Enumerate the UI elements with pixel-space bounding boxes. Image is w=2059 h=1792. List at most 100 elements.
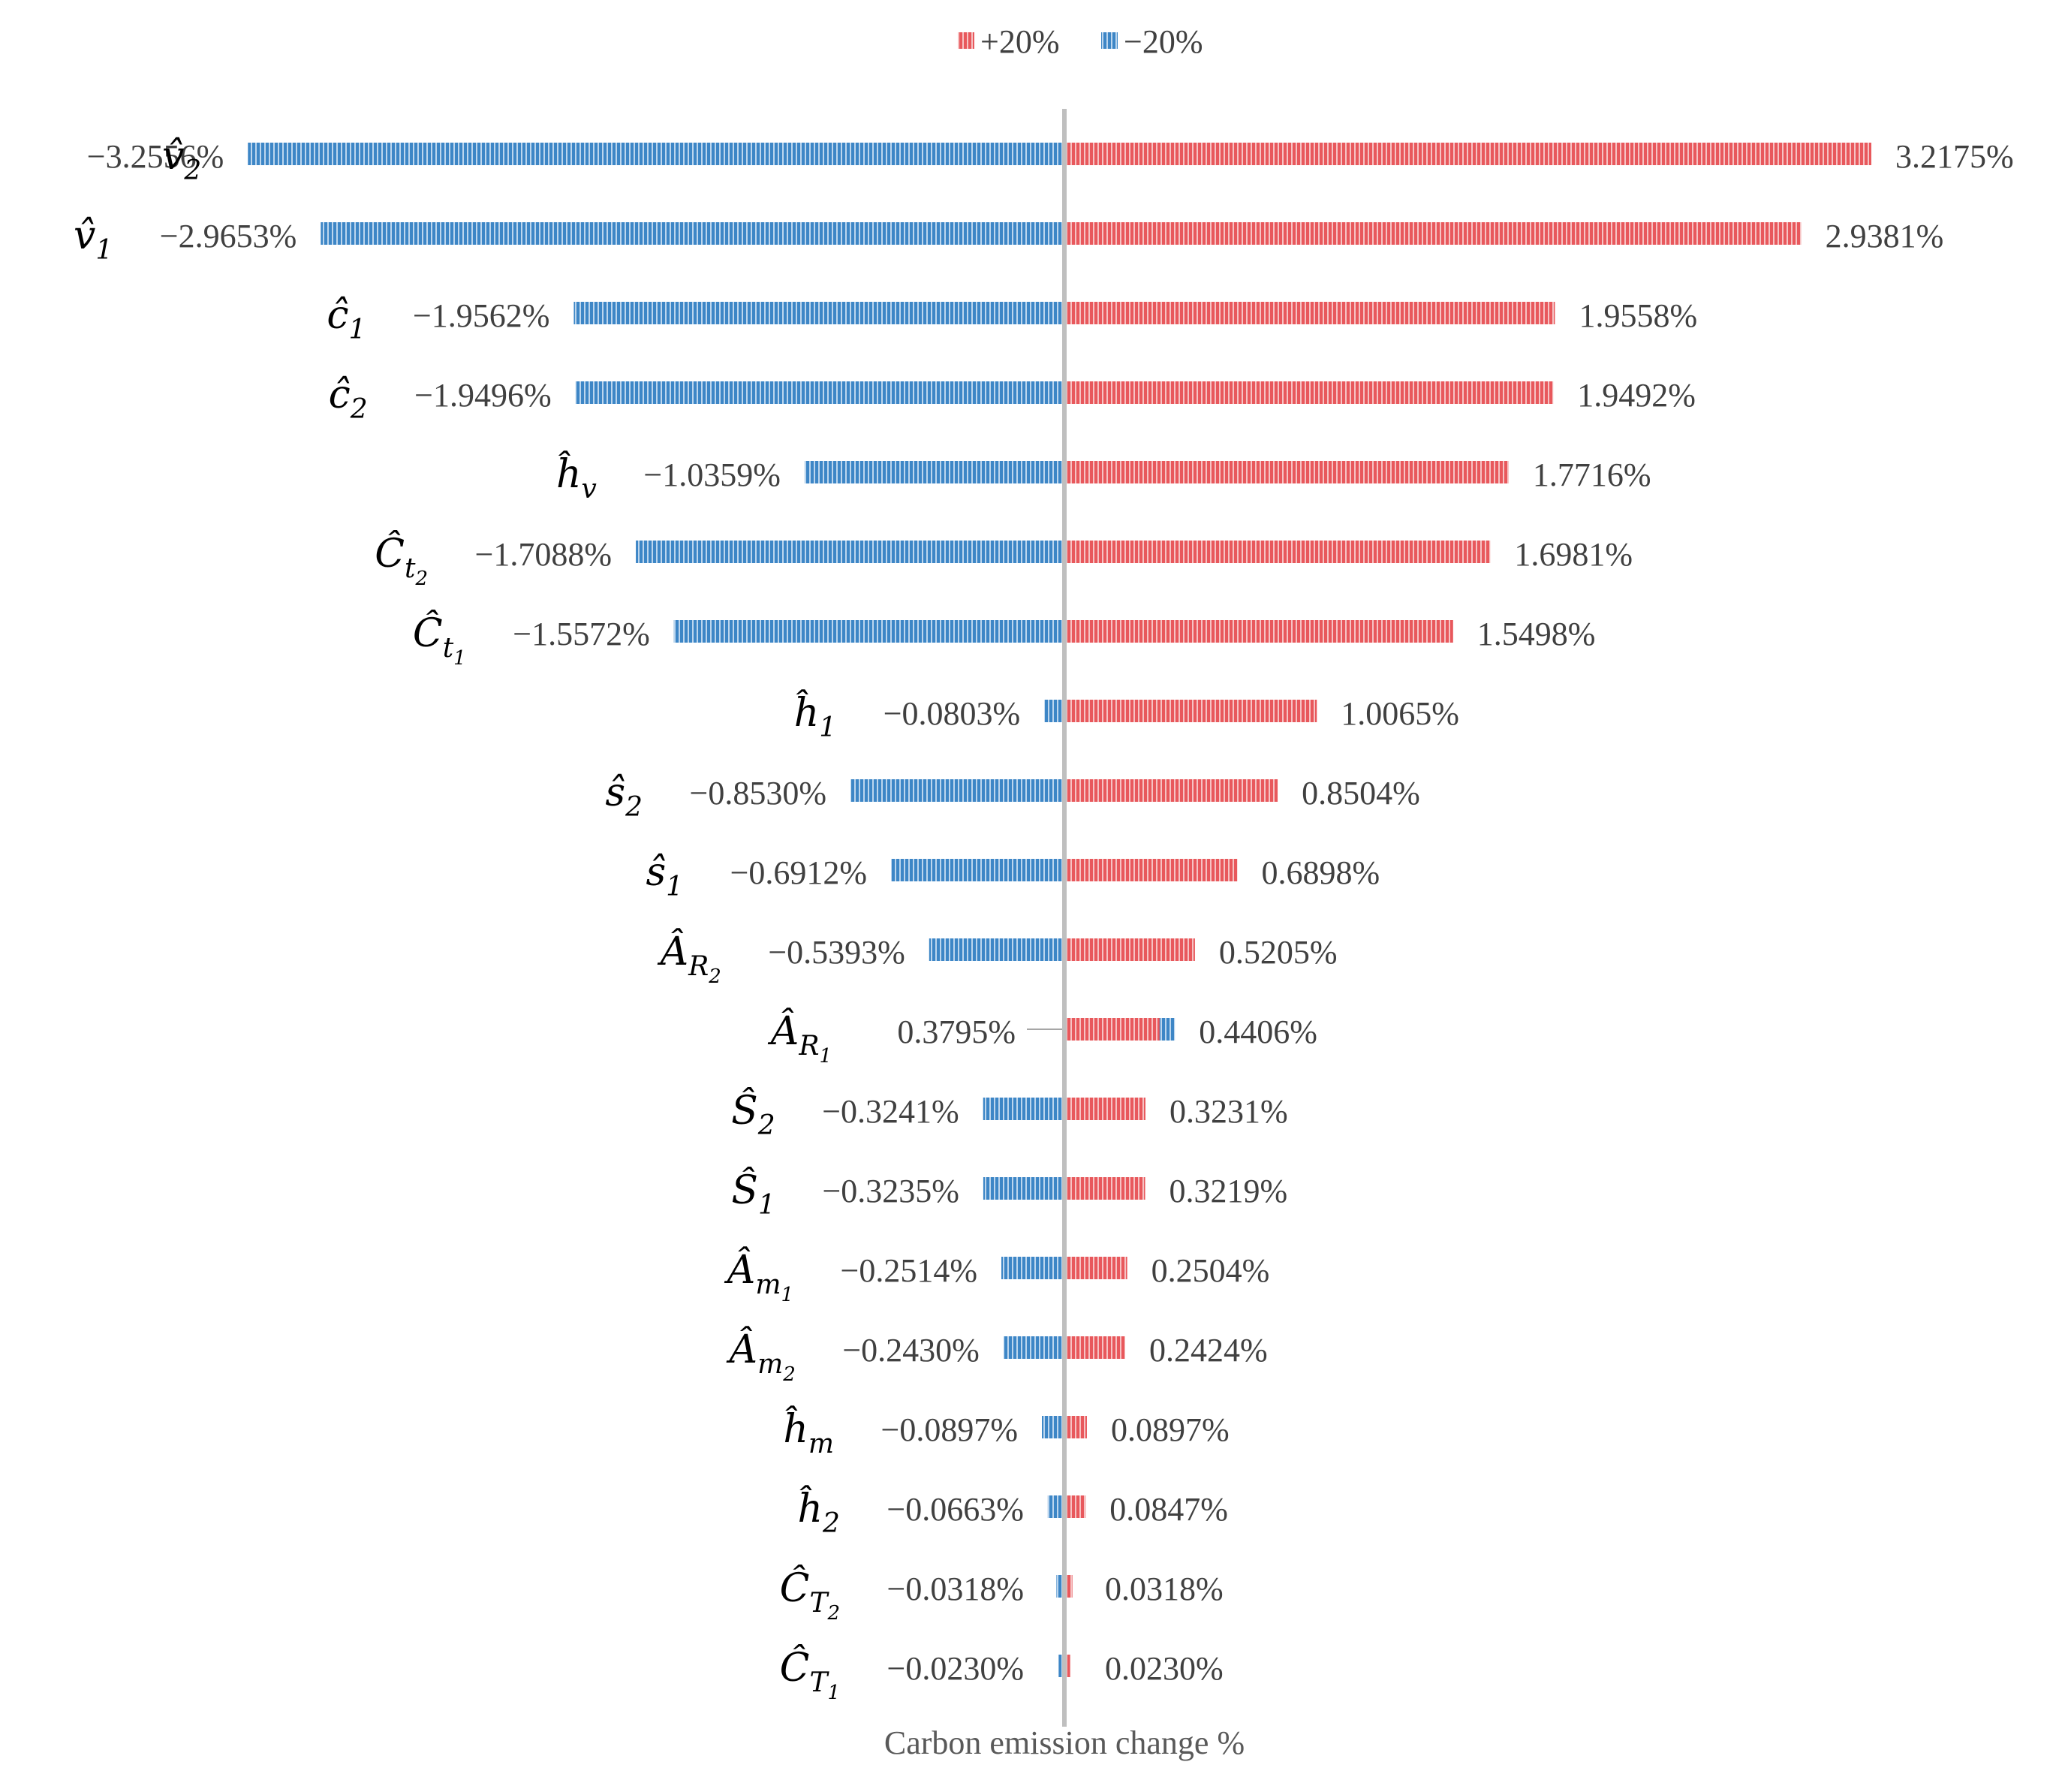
category-label: v̂1 [74,213,113,266]
value-label-plus20: 0.4406% [1199,1013,1317,1050]
value-labels-layer: −3.2556% 3.2175% −2.9653% 2.9381% −1.9562% 1.… [87,138,2014,1687]
bar-minus20 [1058,1655,1064,1677]
bar-minus20 [1001,1257,1064,1279]
value-label-plus20: 3.2175% [1895,138,2014,175]
value-label-minus20: −0.6912% [730,854,867,891]
x-axis-title: Carbon emission change % [884,1724,1245,1761]
value-label-plus20: 1.9492% [1577,377,1696,414]
category-label: ĥv [556,450,597,504]
bar-plus20 [1064,1336,1125,1359]
category-label: Ŝ2 [731,1087,775,1141]
bar-plus20 [1064,1177,1145,1200]
bar-plus20 [1064,1575,1073,1598]
bar-minus20 [929,938,1064,961]
bar-plus20 [1064,1018,1160,1041]
bar-minus20 [673,620,1064,643]
value-label-plus20: 0.0897% [1111,1411,1230,1448]
bar-plus20 [1064,222,1802,245]
value-label-minus20: −3.2556% [87,138,224,175]
value-label-minus20: −0.2430% [842,1332,979,1369]
bar-plus20 [1064,859,1238,881]
bar-plus20 [1064,938,1195,961]
bar-minus20 [575,381,1064,404]
category-label: Âm1 [724,1246,793,1306]
value-label-plus20: 1.0065% [1341,695,1459,732]
bar-plus20 [1064,381,1554,404]
bar-plus20 [1064,1416,1087,1438]
value-label-minus20: −1.0359% [643,456,780,493]
value-label-plus20: 1.9558% [1579,297,1697,334]
value-label-minus20: −1.5572% [513,616,649,652]
category-label: ĥ1 [794,689,836,743]
value-label-minus20: −0.5393% [768,934,905,971]
value-label-minus20: −1.7088% [475,536,612,573]
bar-minus20 [1047,1495,1064,1518]
bars-layer [248,143,1871,1677]
category-label: Âm2 [727,1326,796,1386]
value-label-plus20: 1.5498% [1477,616,1596,652]
value-label-plus20: 0.8504% [1302,775,1420,812]
legend-swatch-minus [1101,32,1118,49]
value-label-plus20: 1.7716% [1533,456,1651,493]
bar-plus20 [1064,302,1555,324]
bar-minus20 [983,1177,1064,1200]
value-label-minus20: −0.3235% [822,1173,959,1209]
value-label-plus20: 0.0318% [1105,1571,1224,1607]
bar-minus20 [636,541,1064,563]
value-label-plus20: 0.6898% [1261,854,1380,891]
bar-plus20 [1064,461,1509,483]
bar-minus20 [1003,1336,1064,1359]
bar-minus20 [1044,700,1064,722]
bar-plus20 [1064,1495,1086,1518]
category-label: ĈT1 [780,1644,840,1704]
category-label: ĉ1 [327,293,366,345]
legend-label-minus: −20% [1124,23,1203,60]
value-label-plus20: 0.5205% [1219,934,1338,971]
category-label: ĈT2 [780,1565,840,1625]
value-label-minus20: −2.9653% [160,218,297,254]
bar-plus20 [1064,779,1278,802]
category-label: v̂2 [162,134,201,186]
value-label-minus20: 0.3795% [897,1013,1016,1050]
value-label-minus20: −0.3241% [822,1093,959,1130]
value-label-minus20: −0.0897% [881,1411,1018,1448]
bar-plus20 [1064,1655,1070,1677]
bar-minus20 [891,859,1064,881]
bar-plus20 [1064,1257,1127,1279]
bar-plus20 [1064,143,1871,165]
value-label-plus20: 0.3219% [1169,1173,1288,1209]
category-label: ĥm [783,1405,834,1459]
value-label-plus20: 1.6981% [1514,536,1633,573]
bar-minus20 [248,143,1064,165]
category-label: Ĉt1 [413,610,466,670]
category-label: ŝ2 [605,770,643,823]
bar-minus20 [1056,1575,1064,1598]
value-label-plus20: 0.0847% [1109,1491,1228,1528]
legend: +20% −20% [958,23,1203,60]
value-label-minus20: −0.2514% [841,1252,977,1289]
value-label-minus20: −0.0318% [887,1571,1024,1607]
bar-plus20 [1064,620,1453,643]
legend-swatch-plus [958,32,974,49]
bar-plus20 [1064,541,1491,563]
value-label-minus20: −0.0803% [884,695,1020,732]
value-label-plus20: 2.9381% [1826,218,1944,254]
bar-minus20 [1042,1416,1064,1438]
category-label: ĉ2 [329,372,368,425]
bar-minus20 [321,222,1064,245]
value-label-plus20: 0.2504% [1151,1252,1270,1289]
category-label: ÂR2 [658,928,721,988]
value-label-plus20: 0.3231% [1169,1093,1288,1130]
bar-minus20 [983,1098,1064,1120]
category-label: Ĉt2 [375,530,428,590]
bar-plus20 [1064,700,1317,722]
value-label-plus20: 0.0230% [1105,1650,1224,1687]
category-label: ŝ1 [646,850,683,902]
bar-minus20 [573,302,1064,324]
legend-label-plus: +20% [980,23,1059,60]
value-label-minus20: −1.9496% [414,377,551,414]
value-label-minus20: −1.9562% [413,297,549,334]
value-label-minus20: −0.0663% [887,1491,1023,1528]
